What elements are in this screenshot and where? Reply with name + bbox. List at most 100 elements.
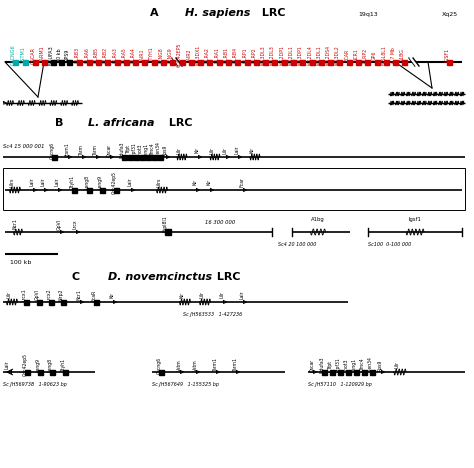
Bar xyxy=(37,300,43,305)
Text: LENG9: LENG9 xyxy=(168,47,173,63)
Text: Fcar: Fcar xyxy=(240,177,245,187)
Text: EPSL8L1: EPSL8L1 xyxy=(382,45,386,65)
Text: Lair: Lair xyxy=(128,178,133,186)
Text: Sc100  0-100 000: Sc100 0-100 000 xyxy=(368,242,411,248)
Bar xyxy=(337,59,343,65)
Bar xyxy=(374,59,380,65)
Text: Tmc4: Tmc4 xyxy=(150,144,155,156)
Bar xyxy=(13,59,18,65)
Text: Cnot3: Cnot3 xyxy=(344,358,349,372)
Text: Vstm: Vstm xyxy=(193,359,198,371)
Text: Kir: Kir xyxy=(195,147,200,153)
Text: LILRA4: LILRA4 xyxy=(131,47,136,63)
Bar xyxy=(124,59,129,65)
Text: Vstm: Vstm xyxy=(177,359,182,371)
Bar xyxy=(94,300,100,305)
Text: Lair: Lair xyxy=(30,178,35,186)
Text: LAIR1: LAIR1 xyxy=(140,48,145,62)
Text: FCAR: FCAR xyxy=(344,49,349,61)
Bar xyxy=(159,370,164,374)
Text: Sc JH57110   1-120929 bp: Sc JH57110 1-120929 bp xyxy=(308,382,372,387)
Text: LILRB5: LILRB5 xyxy=(93,47,99,63)
Bar xyxy=(60,59,64,65)
Bar xyxy=(115,188,119,192)
Text: Lilrs: Lilrs xyxy=(157,177,162,187)
Bar xyxy=(100,188,106,192)
Text: D. novemcinctus: D. novemcinctus xyxy=(108,272,212,282)
Text: KIR2DP1: KIR2DP1 xyxy=(279,45,284,65)
Text: LILRA6: LILRA6 xyxy=(84,47,89,63)
Text: Sc JH569738   1-90623 bp: Sc JH569738 1-90623 bp xyxy=(3,382,67,387)
Text: Tfpt: Tfpt xyxy=(126,146,131,154)
Text: OSCAR: OSCAR xyxy=(31,46,36,64)
Bar xyxy=(371,370,375,374)
Text: Ndufa3: Ndufa3 xyxy=(320,357,325,373)
Text: NCR1: NCR1 xyxy=(354,49,358,61)
Bar xyxy=(447,59,453,65)
Bar xyxy=(365,59,370,65)
Bar xyxy=(319,59,324,65)
Text: TTYH1: TTYH1 xyxy=(149,48,154,62)
Text: RPS9: RPS9 xyxy=(65,49,70,61)
Text: LRC: LRC xyxy=(165,118,192,128)
Text: Prpf31: Prpf31 xyxy=(132,143,137,157)
Text: LILRB1: LILRB1 xyxy=(224,47,228,63)
Bar xyxy=(51,370,55,374)
Bar xyxy=(115,59,119,65)
Text: Rps9: Rps9 xyxy=(378,359,383,371)
Bar xyxy=(146,154,152,160)
Text: Xq25: Xq25 xyxy=(442,12,458,17)
Text: Lilr: Lilr xyxy=(395,361,400,368)
Text: LILRA5: LILRA5 xyxy=(121,47,127,63)
Text: LILRB4: LILRB4 xyxy=(233,47,238,63)
Text: Ttyh1: Ttyh1 xyxy=(61,358,66,372)
Text: TARM1: TARM1 xyxy=(40,47,45,63)
Bar xyxy=(26,370,30,374)
Text: Lilr: Lilr xyxy=(177,146,182,154)
Bar xyxy=(322,370,328,374)
Text: Rps9: Rps9 xyxy=(163,144,168,156)
Bar xyxy=(87,59,92,65)
Bar xyxy=(189,59,194,65)
Bar xyxy=(198,59,203,65)
Bar xyxy=(356,59,361,65)
Text: Lrcx2: Lrcx2 xyxy=(47,289,52,301)
Bar xyxy=(328,59,333,65)
Text: Kir: Kir xyxy=(250,147,255,153)
Bar xyxy=(291,59,296,65)
Text: KIR2DL3: KIR2DL3 xyxy=(270,45,275,65)
Text: GpVI: GpVI xyxy=(35,290,40,300)
Bar xyxy=(338,370,344,374)
Text: Cacng6: Cacng6 xyxy=(50,141,55,159)
Text: Tsen34: Tsen34 xyxy=(368,357,373,373)
Text: 90 kb: 90 kb xyxy=(57,48,62,62)
Text: Lrcx: Lrcx xyxy=(73,219,78,229)
Bar xyxy=(346,370,352,374)
Bar xyxy=(310,59,315,65)
Text: 16 300 000: 16 300 000 xyxy=(205,219,235,225)
Bar xyxy=(301,59,305,65)
Bar xyxy=(347,59,352,65)
Bar xyxy=(62,300,66,305)
Text: Tfpt: Tfpt xyxy=(328,360,333,370)
Text: Leng1: Leng1 xyxy=(352,358,357,372)
Text: KIR3DL2: KIR3DL2 xyxy=(335,45,340,65)
Text: GpVI: GpVI xyxy=(57,219,62,229)
Bar xyxy=(78,59,82,65)
Text: Oscar: Oscar xyxy=(107,143,112,157)
Text: LILRP1: LILRP1 xyxy=(242,47,247,63)
Bar xyxy=(180,59,185,65)
Text: L. africana: L. africana xyxy=(88,118,155,128)
Text: Kir: Kir xyxy=(207,179,212,185)
Text: Lilr: Lilr xyxy=(210,146,215,154)
Bar xyxy=(133,59,138,65)
Bar xyxy=(24,59,28,65)
Text: LILRA3: LILRA3 xyxy=(112,47,117,63)
Text: 100 kb: 100 kb xyxy=(10,260,31,265)
Text: 19q13: 19q13 xyxy=(358,12,378,17)
Text: LILRA2: LILRA2 xyxy=(205,47,210,63)
Bar xyxy=(34,59,38,65)
Text: Cacng6: Cacng6 xyxy=(157,357,162,373)
Bar xyxy=(49,300,55,305)
Text: Leng8: Leng8 xyxy=(85,175,90,189)
